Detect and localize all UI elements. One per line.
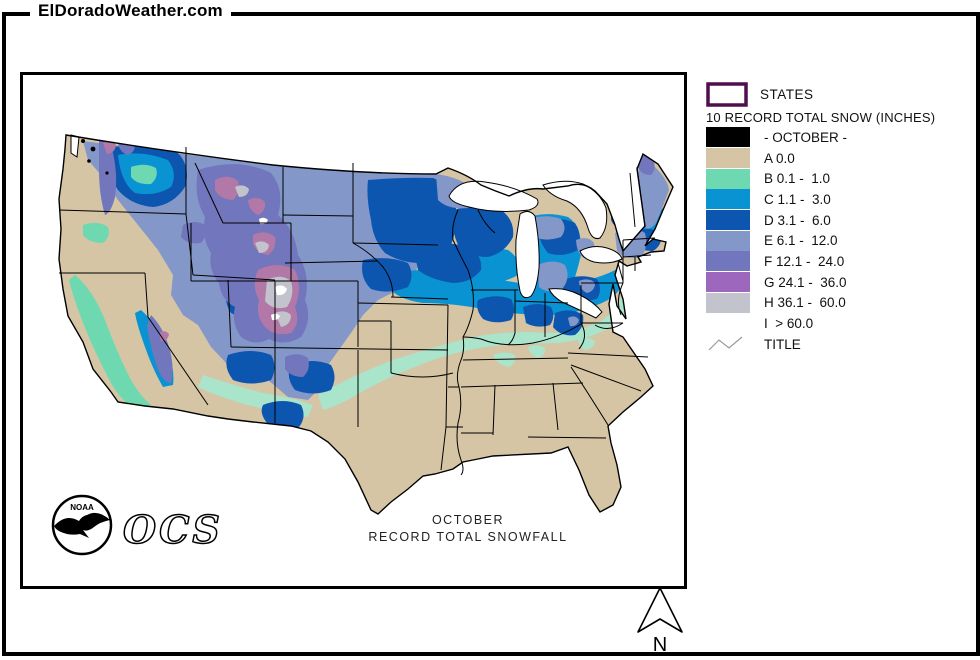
- site-title[interactable]: ElDoradoWeather.com: [30, 1, 231, 21]
- puget-sound: [70, 134, 80, 158]
- noaa-bird-icon: [54, 512, 110, 538]
- legend-item-label: D 3.1 - 6.0: [764, 212, 831, 228]
- legend-item-label: A 0.0: [764, 150, 795, 166]
- legend-item-label: G 24.1 - 36.0: [764, 274, 847, 290]
- map-caption-title: RECORD TOTAL SNOWFALL: [368, 530, 568, 544]
- legend-swatch-d: [706, 210, 750, 231]
- legend-swatch-f: [706, 251, 750, 272]
- legend-swatch-e: [706, 230, 750, 251]
- legend-item-label: I > 60.0: [764, 316, 814, 332]
- map-legend: STATES 10 RECORD TOTAL SNOW (INCHES) - O…: [706, 80, 956, 355]
- north-compass: N: [630, 586, 690, 655]
- legend-states-row: STATES: [706, 81, 956, 107]
- legend-item-label: - OCTOBER -: [764, 129, 848, 145]
- squiggle-line-icon: [708, 336, 743, 351]
- state-borders: [58, 147, 656, 476]
- legend-item: E 6.1 - 12.0: [706, 230, 956, 251]
- legend-item: I > 60.0: [706, 313, 956, 334]
- states-label: STATES: [760, 86, 814, 102]
- us-snowfall-map: [58, 134, 674, 515]
- lake-ontario: [579, 246, 623, 264]
- map-caption: OCTOBER RECORD TOTAL SNOWFALL: [348, 513, 588, 544]
- legend-swatch-h: [706, 292, 750, 313]
- legend-heading: 10 RECORD TOTAL SNOW (INCHES): [706, 110, 936, 125]
- legend-item-label: F 12.1 - 24.0: [764, 253, 845, 269]
- ocs-text: OCS: [122, 506, 223, 553]
- legend-item: B 0.1 - 1.0: [706, 168, 956, 189]
- legend-swatch-a: [706, 148, 750, 169]
- legend-item: A 0.0: [706, 148, 956, 169]
- noaa-logo: NOAA: [51, 494, 113, 556]
- us-outline: [58, 134, 674, 515]
- map-caption-month: OCTOBER: [431, 513, 505, 527]
- legend-item: D 3.1 - 6.0: [706, 210, 956, 231]
- lake-michigan: [515, 210, 540, 299]
- legend-item-label: H 36.1 - 60.0: [764, 295, 846, 311]
- legend-item-label: E 6.1 - 12.0: [764, 233, 838, 249]
- lake-erie: [548, 288, 603, 319]
- legend-swatch-october: [706, 127, 750, 148]
- legend-swatch-b: [706, 168, 750, 189]
- legend-item: H 36.1 - 60.0: [706, 292, 956, 314]
- legend-item: TITLE: [706, 334, 956, 355]
- states-swatch: [706, 81, 748, 107]
- legend-item-label: TITLE: [764, 336, 801, 352]
- north-arrow-icon: [637, 587, 683, 633]
- great-lakes: [70, 134, 623, 319]
- legend-swatch-c: [706, 189, 750, 210]
- map-frame: OCTOBER RECORD TOTAL SNOWFALL NOAA OCS: [20, 72, 687, 589]
- legend-item: - OCTOBER -: [706, 127, 956, 148]
- lake-superior: [448, 180, 539, 212]
- legend-item-label: C 1.1 - 3.0: [764, 191, 831, 207]
- legend-swatch-i: [706, 313, 750, 334]
- legend-item: F 12.1 - 24.0: [706, 251, 956, 272]
- legend-item: C 1.1 - 3.0: [706, 189, 956, 210]
- noaa-text: NOAA: [70, 503, 94, 512]
- lake-huron: [542, 180, 608, 239]
- legend-item: G 24.1 - 36.0: [706, 272, 956, 293]
- legend-swatch-g: [706, 272, 750, 293]
- legend-item-label: B 0.1 - 1.0: [764, 171, 831, 187]
- north-label: N: [652, 634, 668, 656]
